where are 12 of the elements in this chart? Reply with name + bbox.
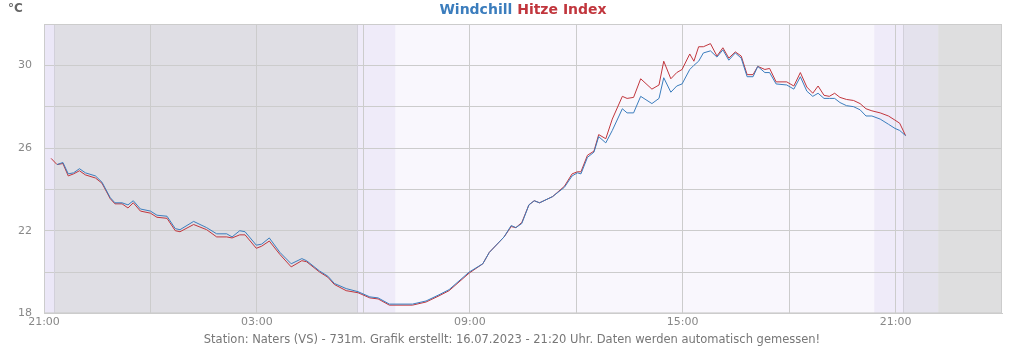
y-tick-label: 18 <box>18 306 32 320</box>
text: Station: Naters (VS) - 731m. Grafik erstellt: 16.07.2023 - 21:20 Uhr. Daten werden automatisch gemessen! <box>202 332 822 346</box>
x-tick-label: 21:00 <box>879 314 912 328</box>
x-tick-label: 09:00 <box>453 314 486 328</box>
y-tick-label: 22 <box>18 223 32 237</box>
y-tick-label: 26 <box>18 140 32 154</box>
text: Windchill <box>439 0 513 17</box>
x-tick-label: 03:00 <box>241 314 273 328</box>
y-axis-title: °C <box>8 1 23 16</box>
y-tick-label: 30 <box>18 58 32 72</box>
x-tick-label: 15:00 <box>666 314 699 328</box>
text: Hitze Index <box>517 0 607 17</box>
